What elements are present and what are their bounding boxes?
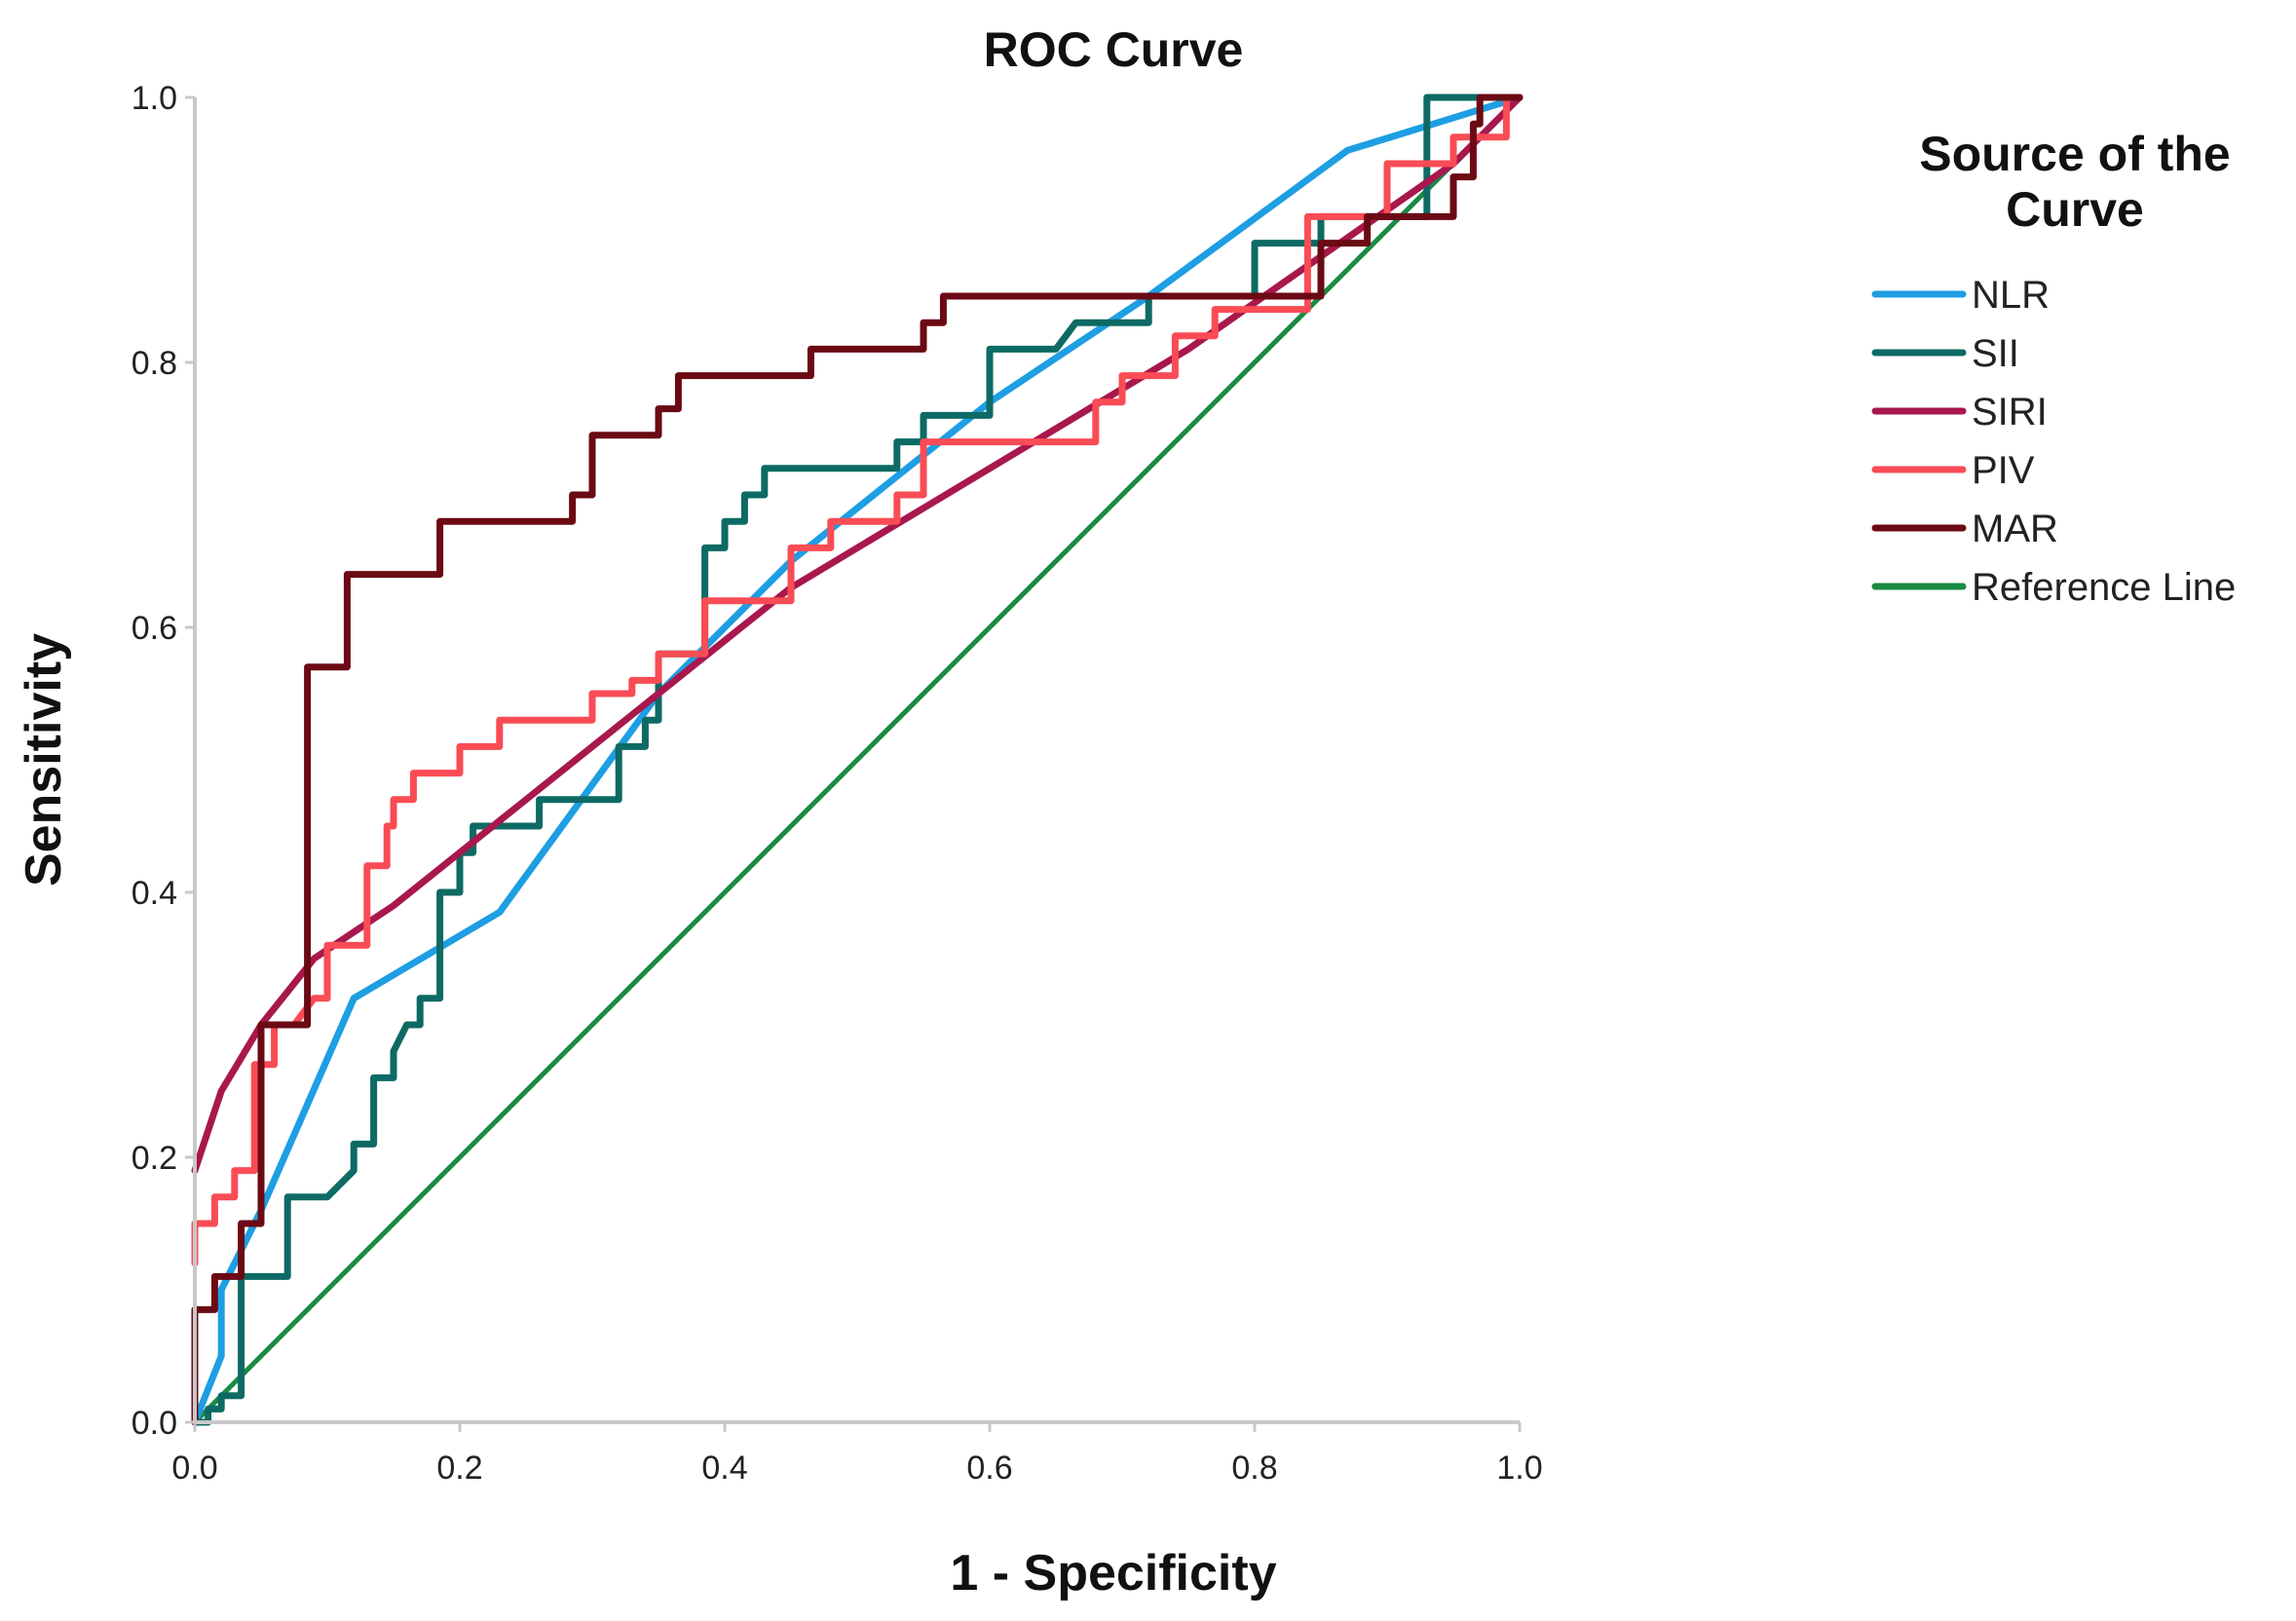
series-line-sii	[191, 94, 1524, 1426]
plot-area: 0.0 0.2 0.4 0.6 0.8 1.0 0.0 0.2 0.4 0.6 0.8 1.0	[132, 80, 1543, 1487]
legend-label-nlr: NLR	[1972, 274, 2050, 317]
y-axis-label: Sensitivity	[16, 633, 72, 886]
legend: Source of the Curve NLR SII SIRI PIV MAR Refe…	[1871, 127, 2236, 609]
legend-label-piv: PIV	[1972, 449, 2035, 492]
tick-layer: 0.0 0.2 0.4 0.6 0.8 1.0 0.0 0.2 0.4 0.6 0.8 1.0	[132, 80, 1543, 1487]
legend-label-sii: SII	[1972, 332, 2019, 375]
series-layer	[191, 94, 1524, 1426]
legend-items: NLR SII SIRI PIV MAR Reference Line	[1871, 274, 2236, 609]
legend-title-line2: Curve	[2006, 182, 2144, 237]
x-tick-label: 0.6	[966, 1450, 1012, 1487]
legend-label-reference-line: Reference Line	[1972, 566, 2236, 609]
x-tick-label: 0.0	[171, 1450, 217, 1487]
series-line-siri	[191, 94, 1524, 1175]
y-tick-label: 0.0	[132, 1405, 177, 1442]
y-tick-label: 1.0	[132, 80, 177, 117]
x-axis-label: 1 - Specificity	[950, 1545, 1276, 1602]
x-tick-label: 0.4	[701, 1450, 747, 1487]
legend-label-mar: MAR	[1972, 508, 2058, 550]
x-tick-label: 1.0	[1496, 1450, 1542, 1487]
series-line-reference-line	[192, 94, 1523, 1425]
series-line-mar	[191, 94, 1524, 1426]
y-tick-label: 0.6	[132, 610, 177, 647]
x-tick-label: 0.8	[1231, 1450, 1277, 1487]
y-tick-label: 0.4	[132, 875, 177, 912]
x-tick-label: 0.2	[436, 1450, 482, 1487]
chart-title: ROC Curve	[984, 22, 1244, 77]
y-tick-label: 0.2	[132, 1140, 177, 1177]
legend-title-line1: Source of the	[1919, 127, 2230, 181]
legend-label-siri: SIRI	[1972, 391, 2048, 434]
y-tick-label: 0.8	[132, 345, 177, 382]
